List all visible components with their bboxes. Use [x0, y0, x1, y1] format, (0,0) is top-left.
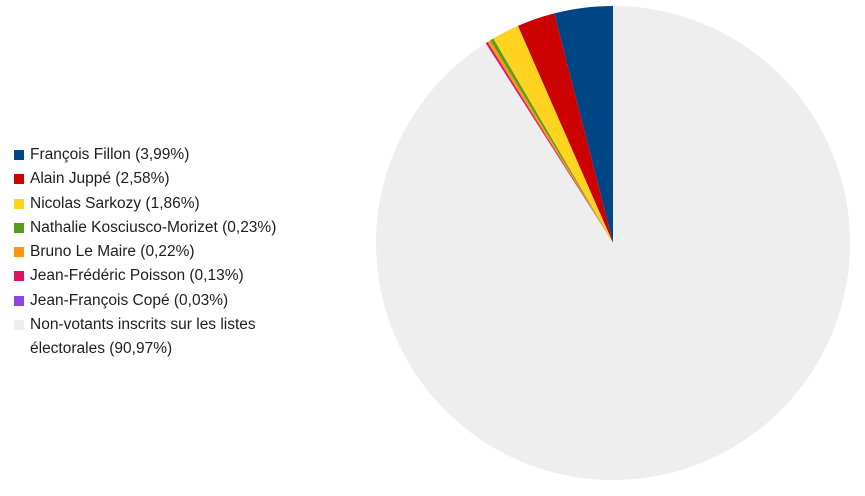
legend-item-non-votants: Non-votants inscrits sur les listes élec… — [14, 313, 334, 362]
legend: François Fillon (3,99%) Alain Juppé (2,5… — [14, 143, 334, 362]
legend-swatch-juppe — [14, 174, 24, 185]
legend-item-le-maire: Bruno Le Maire (0,22%) — [14, 240, 334, 264]
legend-label-poisson: Jean-Frédéric Poisson (0,13%) — [30, 267, 244, 285]
pie-slice-6 — [485, 42, 613, 243]
legend-item-sarkozy: Nicolas Sarkozy (1,86%) — [14, 192, 334, 216]
pie-slice-3 — [490, 38, 613, 243]
legend-swatch-non-votants — [14, 320, 24, 331]
legend-label-non-votants: Non-votants inscrits sur les listes élec… — [30, 316, 256, 358]
legend-swatch-fillon — [14, 150, 24, 160]
pie-slice-2 — [493, 25, 613, 244]
legend-label-le-maire: Bruno Le Maire (0,22%) — [30, 243, 195, 261]
legend-swatch-poisson — [14, 271, 24, 282]
legend-swatch-cope — [14, 295, 24, 306]
legend-label-kosciusco-morizet: Nathalie Kosciusco-Morizet (0,23%) — [30, 218, 277, 236]
legend-item-cope: Jean-François Copé (0,03%) — [14, 289, 334, 313]
pie-slice-1 — [517, 13, 613, 243]
legend-label-fillon: François Fillon (3,99%) — [30, 146, 190, 163]
legend-item-poisson: Jean-Frédéric Poisson (0,13%) — [14, 264, 334, 288]
legend-item-juppe: Alain Juppé (2,58%) — [14, 167, 334, 191]
pie-slice-7 — [376, 5, 851, 480]
legend-swatch-sarkozy — [14, 198, 24, 209]
legend-item-kosciusco-morizet: Nathalie Kosciusco-Morizet (0,23%) — [14, 216, 334, 240]
legend-swatch-le-maire — [14, 247, 24, 258]
legend-label-juppe: Alain Juppé (2,58%) — [30, 170, 170, 188]
pie-slices — [376, 5, 851, 480]
legend-label-cope: Jean-François Copé (0,03%) — [30, 291, 229, 309]
legend-label-sarkozy: Nicolas Sarkozy (1,86%) — [30, 194, 200, 212]
pie-slice-4 — [487, 40, 613, 243]
legend-item-fillon: François Fillon (3,99%) — [14, 143, 334, 167]
legend-swatch-kosciusco-morizet — [14, 222, 24, 233]
pie-slice-5 — [485, 41, 613, 243]
pie-slice-0 — [554, 6, 613, 243]
